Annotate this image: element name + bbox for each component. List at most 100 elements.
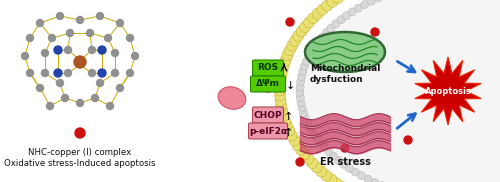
Circle shape: [300, 21, 310, 32]
Circle shape: [280, 115, 290, 126]
Circle shape: [351, 168, 359, 176]
Circle shape: [42, 50, 48, 56]
Circle shape: [332, 0, 343, 3]
Circle shape: [88, 70, 96, 76]
FancyBboxPatch shape: [248, 123, 288, 139]
Circle shape: [332, 20, 340, 28]
Circle shape: [322, 29, 330, 37]
Circle shape: [298, 73, 306, 81]
Circle shape: [309, 129, 317, 137]
Circle shape: [296, 83, 304, 91]
Circle shape: [296, 26, 307, 37]
Circle shape: [327, 0, 338, 7]
Circle shape: [404, 136, 412, 144]
Circle shape: [326, 174, 337, 182]
Circle shape: [342, 12, 350, 20]
Circle shape: [300, 109, 308, 117]
Circle shape: [368, 0, 376, 5]
Circle shape: [98, 69, 106, 77]
Circle shape: [274, 80, 285, 91]
Circle shape: [274, 85, 285, 96]
Circle shape: [308, 47, 316, 55]
Circle shape: [116, 19, 123, 27]
Circle shape: [305, 52, 313, 60]
Circle shape: [340, 160, 347, 168]
Circle shape: [298, 104, 306, 112]
Circle shape: [86, 29, 94, 37]
Circle shape: [62, 94, 68, 102]
Circle shape: [304, 119, 312, 127]
FancyBboxPatch shape: [252, 60, 284, 76]
Circle shape: [312, 134, 320, 142]
Circle shape: [280, 55, 291, 66]
Circle shape: [66, 29, 73, 37]
FancyBboxPatch shape: [252, 107, 284, 123]
Ellipse shape: [218, 87, 246, 109]
Circle shape: [54, 46, 62, 54]
Text: Mitochondrial
dysfuction: Mitochondrial dysfuction: [310, 64, 380, 84]
Circle shape: [337, 16, 345, 24]
Circle shape: [330, 152, 338, 160]
Circle shape: [358, 172, 366, 180]
Circle shape: [275, 75, 286, 86]
Circle shape: [341, 144, 349, 152]
Circle shape: [348, 8, 356, 16]
Circle shape: [42, 70, 48, 76]
Circle shape: [316, 166, 327, 177]
Text: ↑: ↑: [284, 112, 294, 122]
Circle shape: [274, 90, 285, 101]
Circle shape: [370, 178, 378, 182]
Circle shape: [48, 35, 56, 41]
Circle shape: [304, 17, 314, 28]
Circle shape: [303, 153, 314, 164]
Circle shape: [324, 148, 332, 156]
Circle shape: [292, 140, 303, 151]
Circle shape: [296, 78, 304, 86]
Circle shape: [308, 13, 319, 24]
Circle shape: [286, 18, 294, 26]
Circle shape: [88, 46, 96, 54]
Circle shape: [126, 35, 134, 41]
Circle shape: [284, 45, 296, 56]
Circle shape: [314, 38, 322, 46]
Circle shape: [277, 105, 288, 116]
Circle shape: [132, 52, 138, 60]
Circle shape: [278, 60, 289, 71]
Text: ↑: ↑: [284, 128, 294, 138]
Circle shape: [76, 17, 84, 23]
Circle shape: [302, 57, 310, 65]
Circle shape: [364, 175, 372, 182]
Circle shape: [290, 35, 300, 46]
Circle shape: [374, 0, 382, 2]
Circle shape: [354, 4, 362, 12]
Circle shape: [104, 35, 112, 41]
Circle shape: [56, 80, 64, 86]
Circle shape: [314, 48, 322, 56]
Circle shape: [286, 130, 298, 141]
Polygon shape: [415, 57, 481, 125]
Circle shape: [296, 94, 304, 102]
Text: ROS: ROS: [258, 64, 278, 72]
Circle shape: [360, 1, 368, 9]
Circle shape: [56, 13, 64, 19]
Circle shape: [284, 125, 295, 136]
Circle shape: [22, 52, 29, 60]
Circle shape: [112, 50, 118, 56]
Text: Apoptosis: Apoptosis: [424, 86, 472, 96]
Circle shape: [64, 70, 71, 76]
Circle shape: [298, 68, 306, 76]
Circle shape: [116, 84, 123, 92]
Circle shape: [300, 62, 308, 70]
Circle shape: [278, 110, 289, 121]
Circle shape: [126, 70, 134, 76]
Circle shape: [336, 181, 347, 182]
Circle shape: [74, 56, 86, 68]
Circle shape: [331, 178, 342, 182]
Circle shape: [289, 135, 300, 146]
FancyBboxPatch shape: [250, 76, 286, 92]
Text: CHOP: CHOP: [254, 110, 282, 120]
Circle shape: [106, 102, 114, 110]
Circle shape: [54, 69, 62, 77]
Circle shape: [46, 102, 54, 110]
Circle shape: [282, 120, 292, 131]
